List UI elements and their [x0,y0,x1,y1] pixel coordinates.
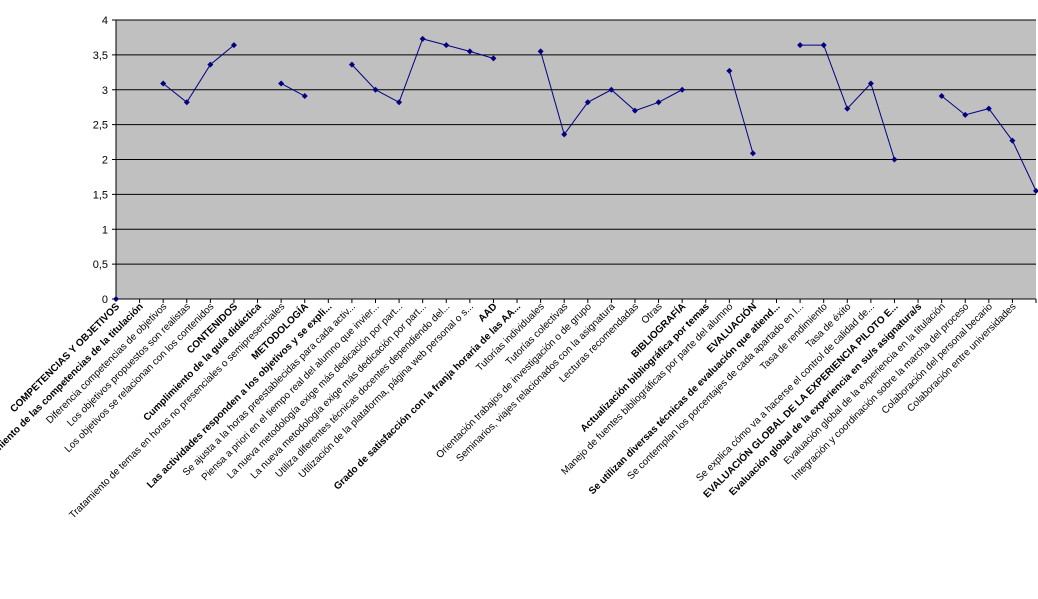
data-point [278,80,285,87]
data-point [348,61,355,68]
y-tick-label: 1,5 [93,189,108,201]
y-tick-label: 2,5 [93,120,108,132]
data-point [844,105,851,112]
y-tick-label: 3,5 [93,50,108,62]
data-point [608,86,615,93]
data-point [584,99,591,106]
data-point [419,35,426,42]
data-point [679,86,686,93]
data-point [113,296,119,302]
data-point [183,99,190,106]
data-point [443,42,450,49]
y-tick-label: 3 [102,85,108,97]
data-point [230,42,237,49]
data-point [797,42,804,49]
y-tick-label: 2 [102,155,108,167]
data-point [160,80,167,87]
data-point [207,61,214,68]
data-point [962,111,969,118]
data-point [561,131,568,138]
data-point [301,93,308,100]
data-point [537,48,544,55]
data-point [655,99,662,106]
series-line-segment [728,70,754,154]
data-point [867,80,874,87]
data-point [938,93,945,100]
data-point [985,105,992,112]
data-point [891,156,898,163]
data-point [631,107,638,114]
data-point [1033,187,1038,194]
series-markers [113,35,1038,302]
y-tick-label: 1 [102,224,108,236]
data-point [466,48,473,55]
data-point [490,55,497,62]
gridlines [116,19,1036,265]
data-point [726,67,733,74]
y-tick-label: 0 [102,294,108,306]
data-point [372,86,379,93]
series-line-segment [162,44,235,104]
series-line-segment [280,83,305,97]
data-point [396,99,403,106]
data-point [749,150,756,157]
y-tick-label: 0,5 [93,259,108,271]
data-point [1009,137,1016,144]
y-axis-ticks: 0 0,5 1 1,5 2 2,5 3 3,5 4 [93,15,116,306]
y-tick-label: 4 [102,15,108,27]
data-point [820,42,827,49]
